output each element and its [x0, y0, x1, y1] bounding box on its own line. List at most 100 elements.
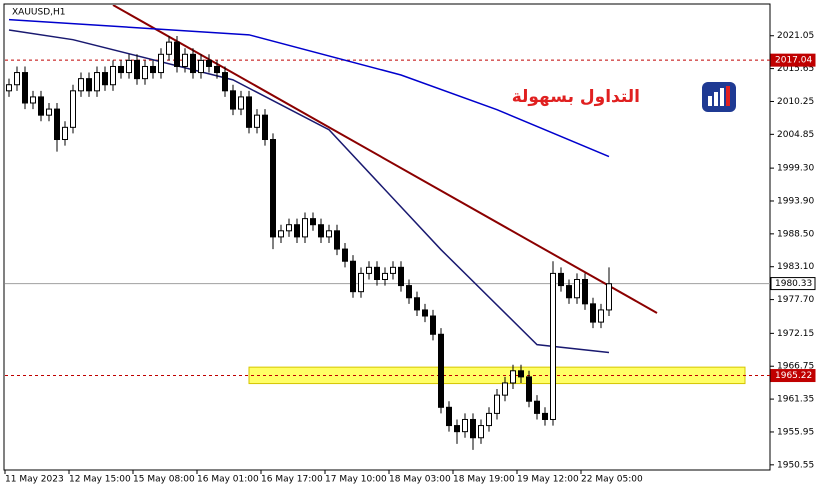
candle-body — [286, 224, 292, 232]
level-label-box — [770, 369, 816, 383]
overlay-line — [112, 5, 658, 314]
candle-body — [350, 260, 356, 293]
candle-body — [38, 96, 44, 116]
candle-body — [342, 248, 348, 262]
y-tick-label: 2021.05 — [777, 31, 814, 41]
candle-body — [374, 266, 380, 280]
candle-body — [110, 65, 116, 86]
y-tick-label: 2015.65 — [777, 64, 814, 74]
level-label-box — [770, 277, 816, 291]
candle-body — [246, 96, 252, 128]
candle-body — [118, 65, 124, 74]
plot — [5, 5, 770, 450]
candle-body — [270, 139, 276, 238]
candle-body — [454, 425, 460, 433]
candle-body — [438, 333, 444, 408]
candle-body — [126, 59, 132, 74]
candle-body — [214, 65, 220, 74]
logo — [702, 82, 736, 112]
x-tick-label: 12 May 15:00 — [69, 475, 131, 485]
brand: التداول بسهولة — [512, 87, 640, 107]
candle-body — [422, 309, 428, 317]
candle-body — [502, 382, 508, 396]
candle-body — [526, 376, 532, 402]
candle-body — [230, 90, 236, 110]
overlay-line — [8, 18, 610, 158]
level-label: 2017.04 — [775, 56, 812, 66]
candle-body — [534, 400, 540, 414]
candle-body — [590, 303, 596, 323]
plot-frame — [3, 3, 771, 471]
candle-body — [326, 230, 332, 238]
candle-body — [278, 230, 284, 238]
candle-body — [262, 114, 268, 141]
candle-body — [174, 41, 180, 67]
candle-body — [94, 72, 100, 92]
candle-body — [470, 418, 476, 439]
candle-body — [414, 297, 420, 311]
candle-body — [46, 108, 52, 116]
candle-body — [606, 283, 612, 311]
x-tick-label: 16 May 01:00 — [197, 475, 259, 485]
candle-body — [206, 59, 212, 67]
candle-body — [558, 272, 564, 287]
x-tick-label: 19 May 12:00 — [517, 475, 579, 485]
candle-body — [102, 72, 108, 86]
y-tick-label: 2010.25 — [777, 97, 814, 107]
y-tick-label: 1966.75 — [777, 362, 814, 372]
candle-body — [358, 272, 364, 293]
candle-body — [150, 65, 156, 74]
candle-body — [14, 72, 20, 86]
candle-body — [478, 425, 484, 439]
y-tick-label: 1983.10 — [777, 262, 814, 272]
candle-body — [62, 126, 68, 141]
candle-body — [542, 412, 548, 420]
candle-body — [334, 230, 340, 250]
candle-body — [86, 78, 92, 92]
candle-body — [70, 90, 76, 128]
candle-body — [318, 224, 324, 238]
candle-body — [390, 266, 396, 274]
candle-body — [310, 218, 316, 226]
candle-body — [598, 309, 604, 323]
x-tick-label: 18 May 03:00 — [389, 475, 451, 485]
candle-body — [222, 72, 228, 92]
level-label: 1980.33 — [775, 279, 812, 289]
candle-body — [462, 418, 468, 433]
candle-body — [54, 108, 60, 141]
x-tick-label: 17 May 10:00 — [325, 475, 387, 485]
candle-body — [6, 84, 12, 92]
y-tick-label: 1955.95 — [777, 427, 814, 437]
candle-body — [78, 78, 84, 92]
candle-body — [254, 114, 260, 128]
level-label: 1965.22 — [775, 371, 812, 381]
candle-body — [574, 278, 580, 299]
candle-body — [366, 266, 372, 274]
candle-body — [486, 412, 492, 427]
candle-body — [238, 96, 244, 110]
candle-body — [294, 224, 300, 238]
y-tick-label: 1993.90 — [777, 196, 814, 206]
candle-body — [134, 59, 140, 80]
candle-body — [510, 370, 516, 384]
candle-body — [550, 272, 556, 420]
candle-body — [198, 59, 204, 74]
candle-body — [30, 96, 36, 104]
candle-body — [406, 285, 412, 299]
x-tick-label: 18 May 19:00 — [453, 475, 515, 485]
level-label-box — [770, 53, 816, 67]
x-tick-label: 22 May 05:00 — [581, 475, 643, 485]
candle-body — [22, 72, 28, 104]
candle-body — [302, 218, 308, 238]
candle-body — [494, 394, 500, 414]
candle-body — [518, 370, 524, 378]
candle-body — [382, 272, 388, 280]
candle-body — [190, 53, 196, 74]
candle-body — [166, 41, 172, 55]
candle-body — [566, 285, 572, 299]
x-tick-label: 11 May 2023 — [5, 475, 64, 485]
candle-body — [182, 53, 188, 67]
candle-body — [398, 266, 404, 287]
y-tick-label: 1972.15 — [777, 329, 814, 339]
